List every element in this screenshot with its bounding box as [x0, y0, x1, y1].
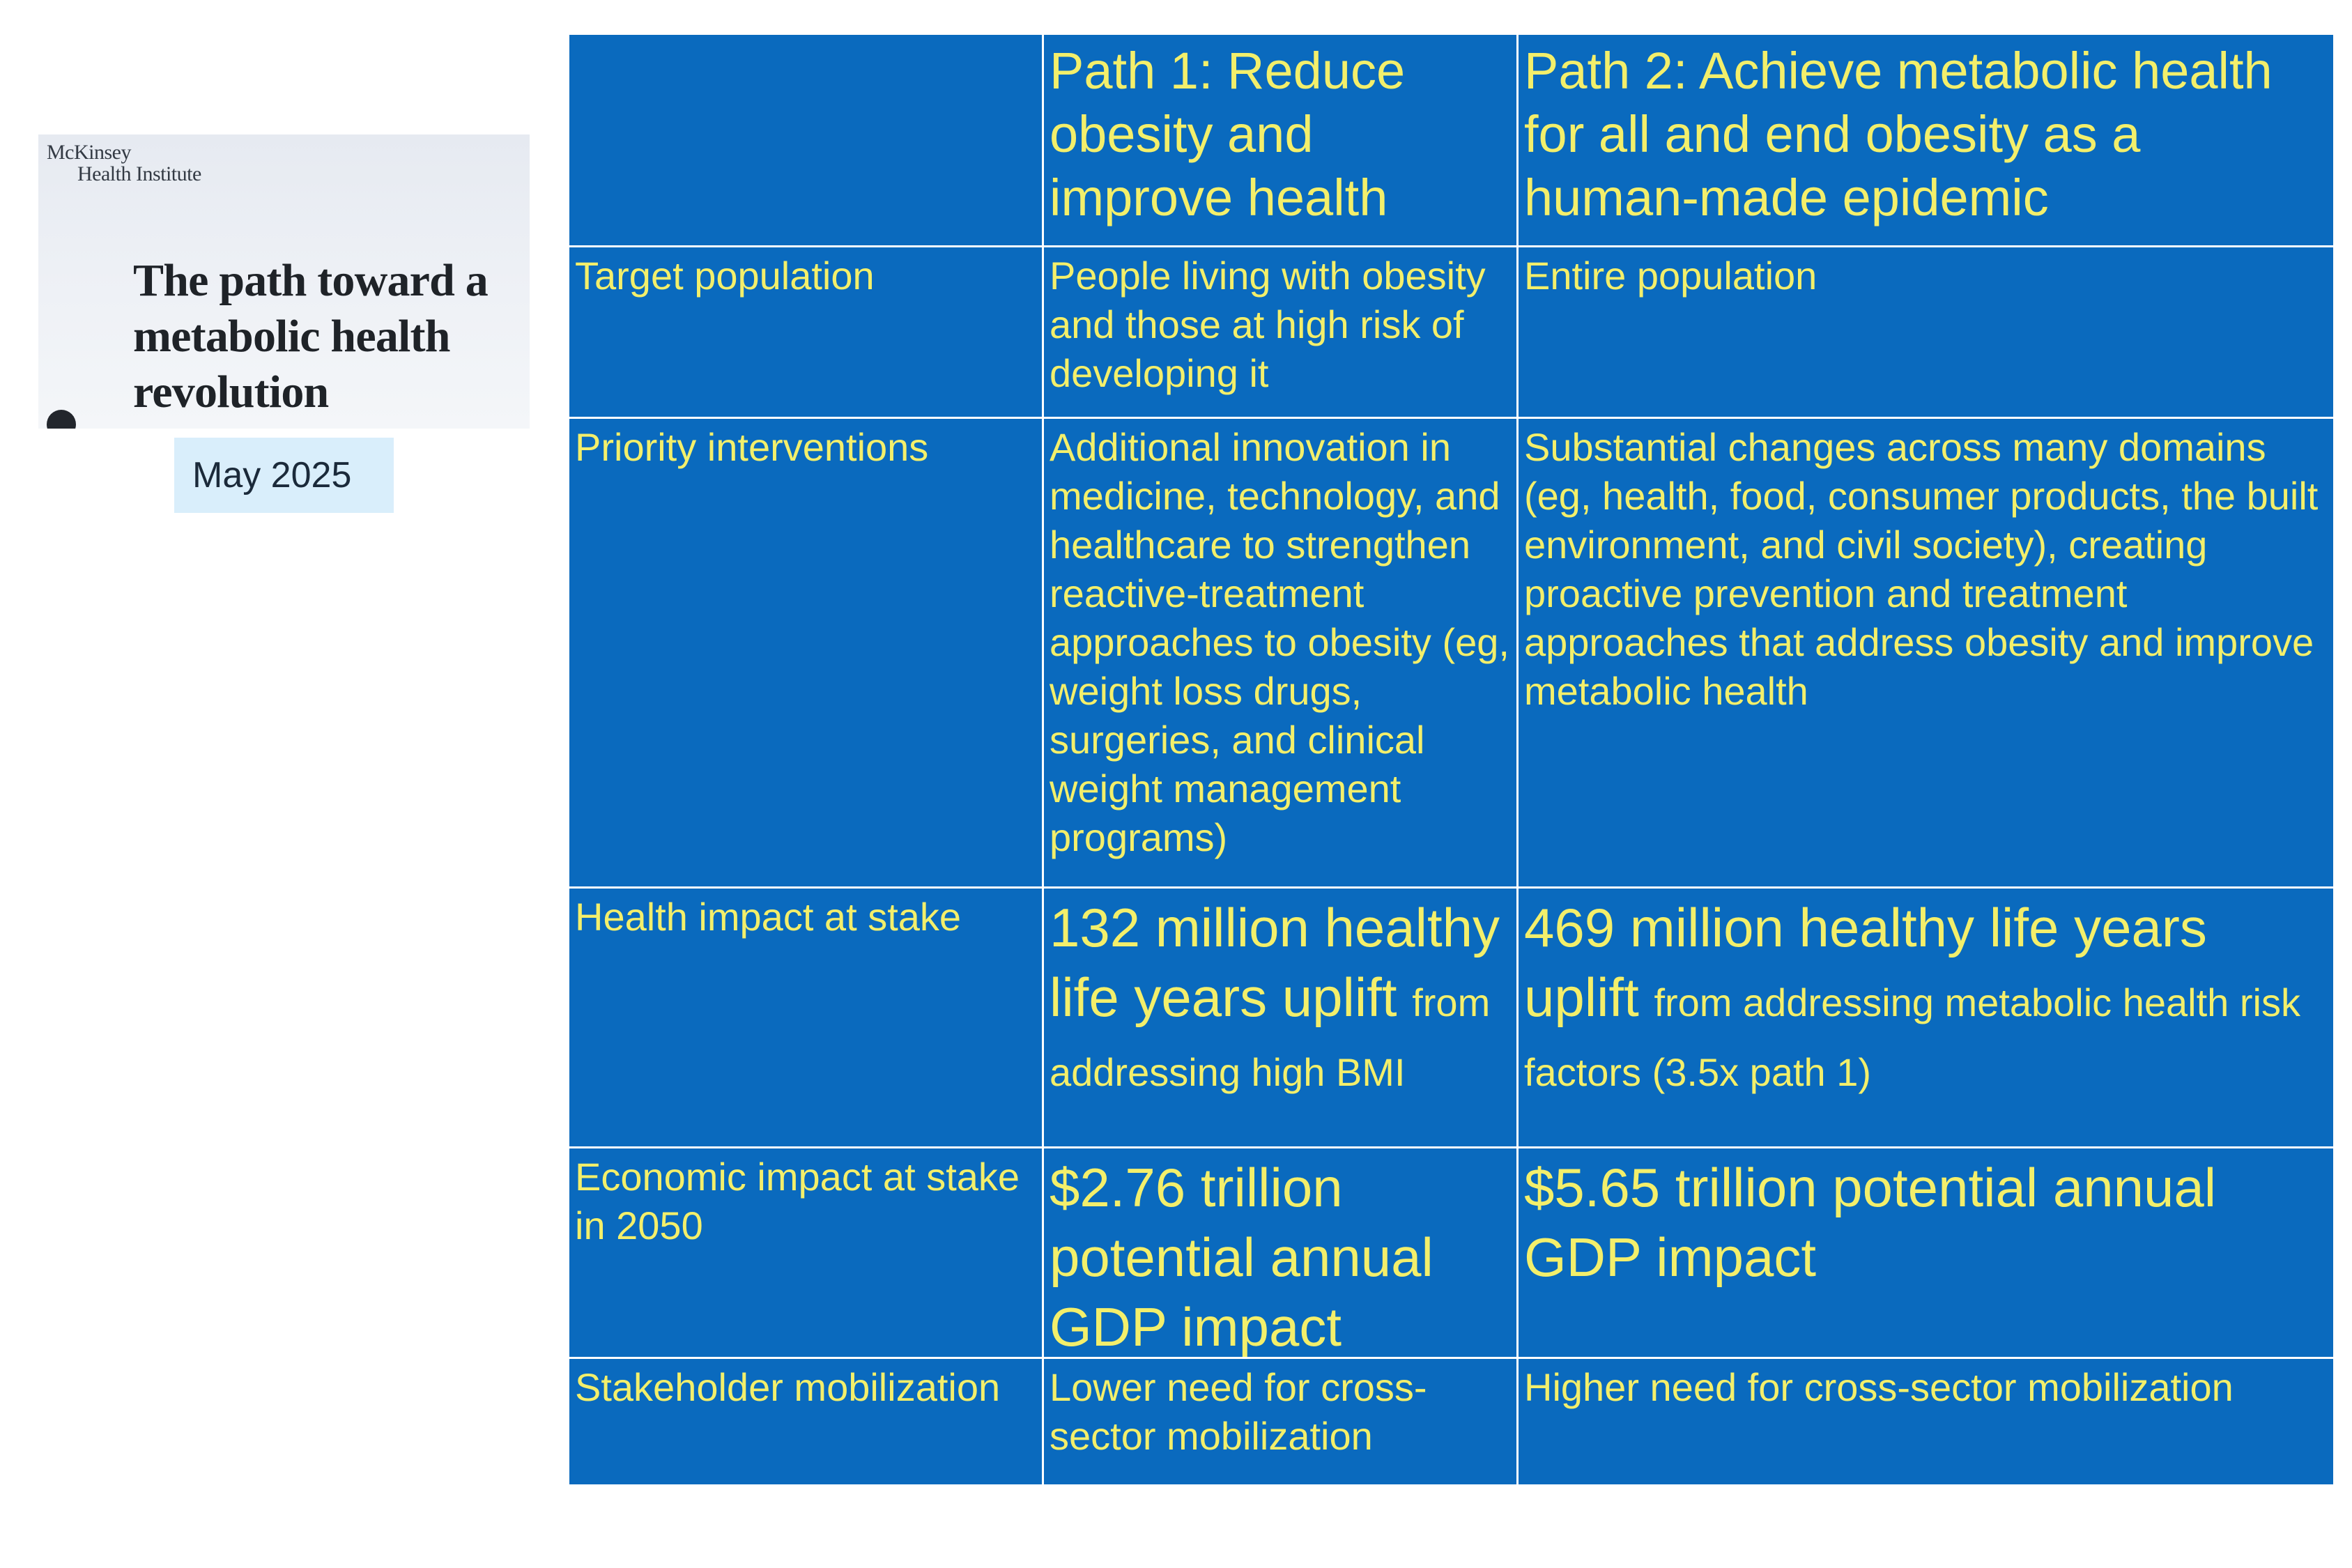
row-label-priority-interventions: Priority interventions: [569, 419, 1042, 886]
priority-interventions-path-1: Additional innovation in medicine, techn…: [1044, 419, 1516, 886]
stakeholder-mobilization-path-1: Lower need for cross-sector mobilization: [1044, 1359, 1516, 1484]
priority-interventions-path-2: Substantial changes across many domains …: [1519, 419, 2333, 886]
report-title: The path toward a metabolic health revol…: [133, 255, 489, 417]
header-path-1: Path 1: Reduce obesity and improve healt…: [1044, 35, 1516, 245]
health-impact-path-2-detail: from addressing metabolic health risk fa…: [1524, 981, 2300, 1094]
economic-impact-path-1: $2.76 trillion potential annual GDP impa…: [1044, 1148, 1516, 1357]
publisher-logo-line1: McKinsey: [47, 141, 131, 164]
row-label-economic-impact: Economic impact at stake in 2050: [569, 1148, 1042, 1357]
header-path-2: Path 2: Achieve metabolic health for all…: [1519, 35, 2333, 245]
target-population-path-1: People living with obesity and those at …: [1044, 247, 1516, 417]
comparison-table: Path 1: Reduce obesity and improve healt…: [569, 35, 2333, 1486]
health-impact-path-1-figure: 132 million healthy life years uplift: [1050, 897, 1500, 1028]
publisher-logo-line2: Health Institute: [77, 162, 201, 185]
target-population-path-2: Entire population: [1519, 247, 2333, 417]
stakeholder-mobilization-path-2: Higher need for cross-sector mobilizatio…: [1519, 1359, 2333, 1484]
health-impact-path-1-detail: from addressing high BMI: [1050, 981, 1491, 1094]
cover-graphic-dot: [47, 410, 76, 429]
economic-impact-path-2: $5.65 trillion potential annual GDP impa…: [1519, 1148, 2333, 1357]
row-label-health-impact: Health impact at stake: [569, 889, 1042, 1146]
health-impact-path-2-figure: 469 million healthy life years uplift: [1524, 897, 2207, 1028]
header-corner-cell: [569, 35, 1042, 245]
row-label-target-population: Target population: [569, 247, 1042, 417]
row-label-stakeholder-mobilization: Stakeholder mobilization: [569, 1359, 1042, 1484]
report-date-badge: May 2025: [174, 438, 394, 513]
report-cover-image: McKinsey Health Institute The path towar…: [38, 134, 530, 429]
publisher-logo: McKinsey Health Institute: [47, 141, 201, 185]
health-impact-path-2: 469 million healthy life years uplift fr…: [1519, 889, 2333, 1146]
health-impact-path-1: 132 million healthy life years uplift fr…: [1044, 889, 1516, 1146]
